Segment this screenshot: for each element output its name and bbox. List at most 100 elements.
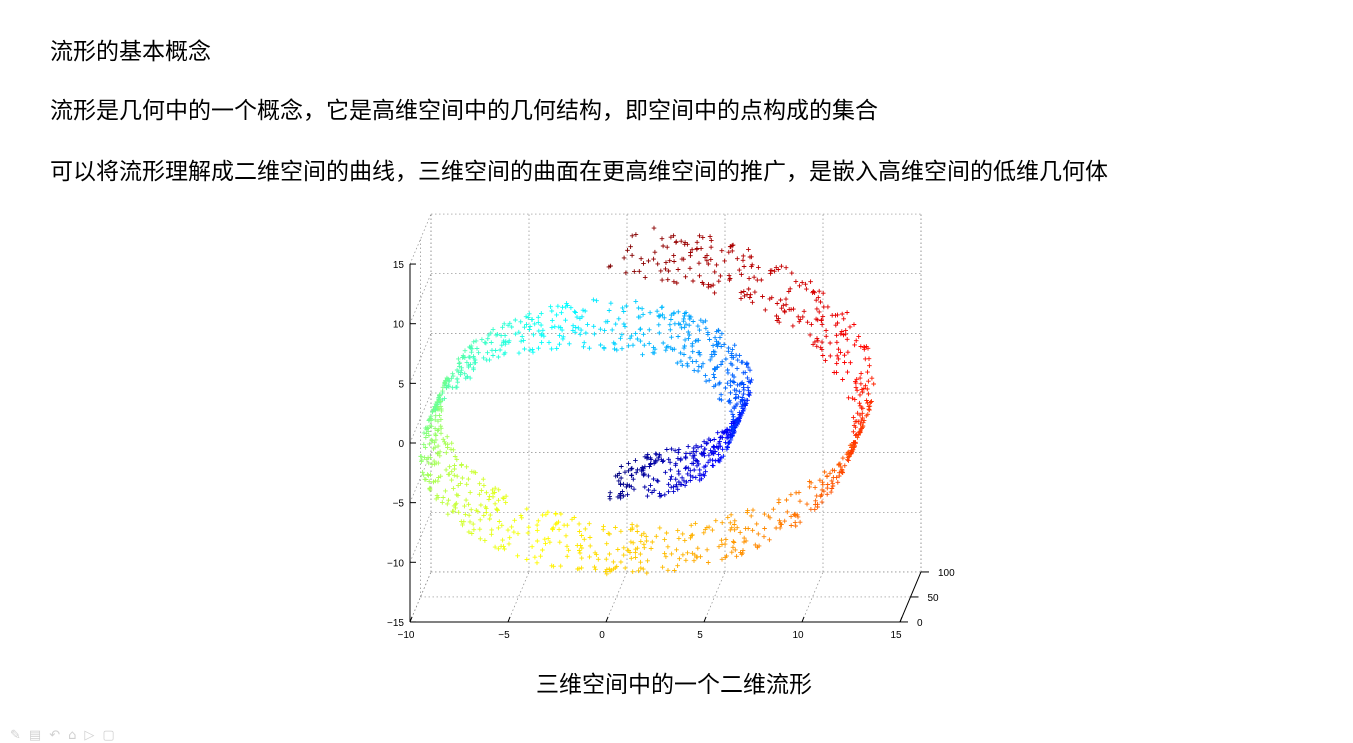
data-point bbox=[865, 400, 870, 406]
data-point bbox=[701, 439, 707, 444]
data-point bbox=[712, 366, 717, 371]
data-point bbox=[557, 341, 562, 347]
data-point bbox=[701, 464, 707, 470]
data-point bbox=[454, 492, 459, 498]
data-point bbox=[717, 396, 722, 402]
data-point bbox=[682, 325, 687, 330]
data-point bbox=[518, 319, 523, 325]
data-point bbox=[725, 515, 731, 520]
data-point bbox=[579, 533, 584, 538]
data-point bbox=[428, 413, 434, 419]
data-point bbox=[463, 497, 469, 503]
data-point bbox=[607, 569, 613, 574]
data-point bbox=[426, 460, 431, 466]
data-point bbox=[712, 375, 717, 380]
data-point bbox=[626, 343, 631, 349]
data-point bbox=[464, 360, 470, 365]
data-point bbox=[572, 515, 577, 520]
data-point bbox=[496, 498, 501, 503]
data-point bbox=[686, 313, 692, 319]
data-point bbox=[564, 544, 570, 549]
data-point bbox=[594, 298, 599, 303]
data-point bbox=[688, 535, 693, 541]
data-point bbox=[535, 528, 540, 533]
data-point bbox=[477, 492, 482, 497]
data-point bbox=[518, 513, 524, 518]
data-point bbox=[621, 493, 626, 499]
data-point bbox=[750, 507, 756, 513]
data-point bbox=[685, 471, 690, 477]
data-point bbox=[492, 544, 498, 550]
data-point bbox=[618, 475, 624, 481]
data-point bbox=[493, 332, 499, 338]
data-point bbox=[738, 414, 743, 420]
data-point bbox=[503, 500, 508, 505]
arrow-icon[interactable]: ▷ bbox=[84, 728, 103, 743]
data-point bbox=[616, 316, 622, 322]
x-tick-label: 10 bbox=[792, 630, 804, 641]
data-point bbox=[843, 331, 848, 337]
data-point bbox=[838, 350, 843, 355]
data-point bbox=[626, 468, 631, 474]
undo-icon[interactable]: ↶ bbox=[49, 728, 69, 743]
data-point bbox=[674, 547, 679, 553]
data-point bbox=[675, 456, 681, 461]
data-point bbox=[732, 342, 737, 348]
data-point bbox=[581, 340, 587, 345]
data-point bbox=[622, 324, 628, 329]
data-point bbox=[600, 527, 606, 532]
data-point bbox=[755, 277, 760, 283]
data-point bbox=[628, 539, 634, 545]
slide-toolbar[interactable]: ✎▤↶⌂▷▢ bbox=[10, 728, 123, 743]
data-point bbox=[448, 447, 454, 452]
data-point bbox=[756, 543, 762, 549]
home-icon[interactable]: ⌂ bbox=[68, 728, 85, 743]
data-point bbox=[502, 350, 508, 356]
data-point bbox=[679, 325, 684, 331]
data-point bbox=[620, 489, 625, 494]
data-point bbox=[639, 532, 644, 538]
data-point bbox=[846, 449, 852, 455]
data-point bbox=[459, 462, 464, 467]
data-point bbox=[641, 261, 646, 266]
z-tick-label: −15 bbox=[387, 618, 404, 629]
data-point bbox=[816, 309, 822, 315]
data-point bbox=[687, 451, 693, 456]
data-point bbox=[795, 314, 801, 320]
pen-icon[interactable]: ✎ bbox=[10, 728, 29, 743]
data-point bbox=[812, 485, 818, 490]
data-point bbox=[651, 256, 656, 262]
z-tick-label: −5 bbox=[393, 499, 405, 510]
data-point bbox=[607, 490, 613, 495]
data-point bbox=[732, 527, 737, 533]
data-point bbox=[793, 523, 798, 529]
data-point bbox=[677, 556, 682, 561]
data-point bbox=[730, 379, 736, 384]
data-point bbox=[730, 545, 736, 550]
data-point bbox=[669, 446, 674, 452]
data-point bbox=[673, 463, 678, 468]
data-point bbox=[857, 403, 863, 409]
data-point bbox=[515, 531, 521, 536]
grid-line bbox=[409, 333, 432, 384]
slide-icon[interactable]: ▤ bbox=[28, 728, 50, 743]
data-point bbox=[793, 490, 799, 496]
data-point bbox=[731, 380, 737, 385]
data-point bbox=[603, 319, 609, 325]
data-point bbox=[697, 327, 702, 333]
data-point bbox=[659, 236, 665, 241]
data-point bbox=[823, 334, 829, 339]
data-point bbox=[521, 338, 526, 343]
data-point bbox=[865, 386, 870, 392]
data-point bbox=[662, 315, 667, 321]
data-point bbox=[500, 325, 505, 330]
data-point bbox=[706, 378, 712, 383]
data-point bbox=[629, 233, 635, 239]
data-point bbox=[623, 270, 629, 276]
data-point bbox=[815, 338, 821, 344]
data-point bbox=[712, 269, 717, 275]
data-point bbox=[456, 356, 461, 362]
data-point bbox=[810, 290, 815, 295]
window-icon[interactable]: ▢ bbox=[102, 728, 123, 743]
data-point bbox=[641, 566, 646, 572]
